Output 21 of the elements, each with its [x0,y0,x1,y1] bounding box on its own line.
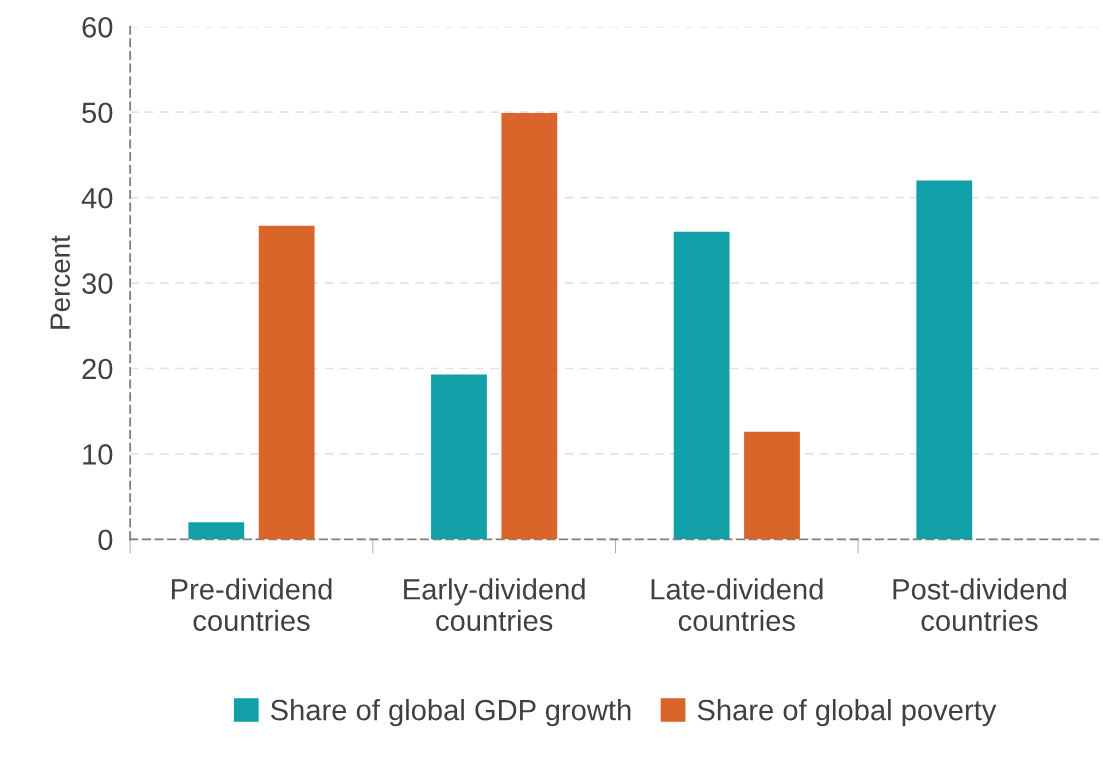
legend-label: Share of global poverty [697,698,997,727]
x-tick-label: Post-dividend countries [893,578,1066,632]
legend-label: Share of global GDP growth [270,698,631,727]
y-tick-label: 60 [82,16,113,38]
y-tick-label: 10 [83,444,113,465]
y-tick-label: 0 [98,529,113,551]
bar [501,113,558,540]
bar [258,225,315,540]
y-tick-label: 20 [82,358,113,380]
x-tick-label: Early-dividend countries [404,578,585,632]
x-tick-label: Pre-dividend countries [172,578,332,632]
bar [916,180,973,540]
bar [744,431,800,540]
y-tick-label: 30 [82,273,113,294]
bar [673,231,730,540]
x-tick-label: Late-dividend countries [651,578,823,632]
y-axis-title: Percent [50,235,70,329]
bar [188,522,245,540]
y-tick-label: 50 [82,102,113,124]
bar [431,374,487,540]
y-tick-label: 40 [81,187,113,209]
